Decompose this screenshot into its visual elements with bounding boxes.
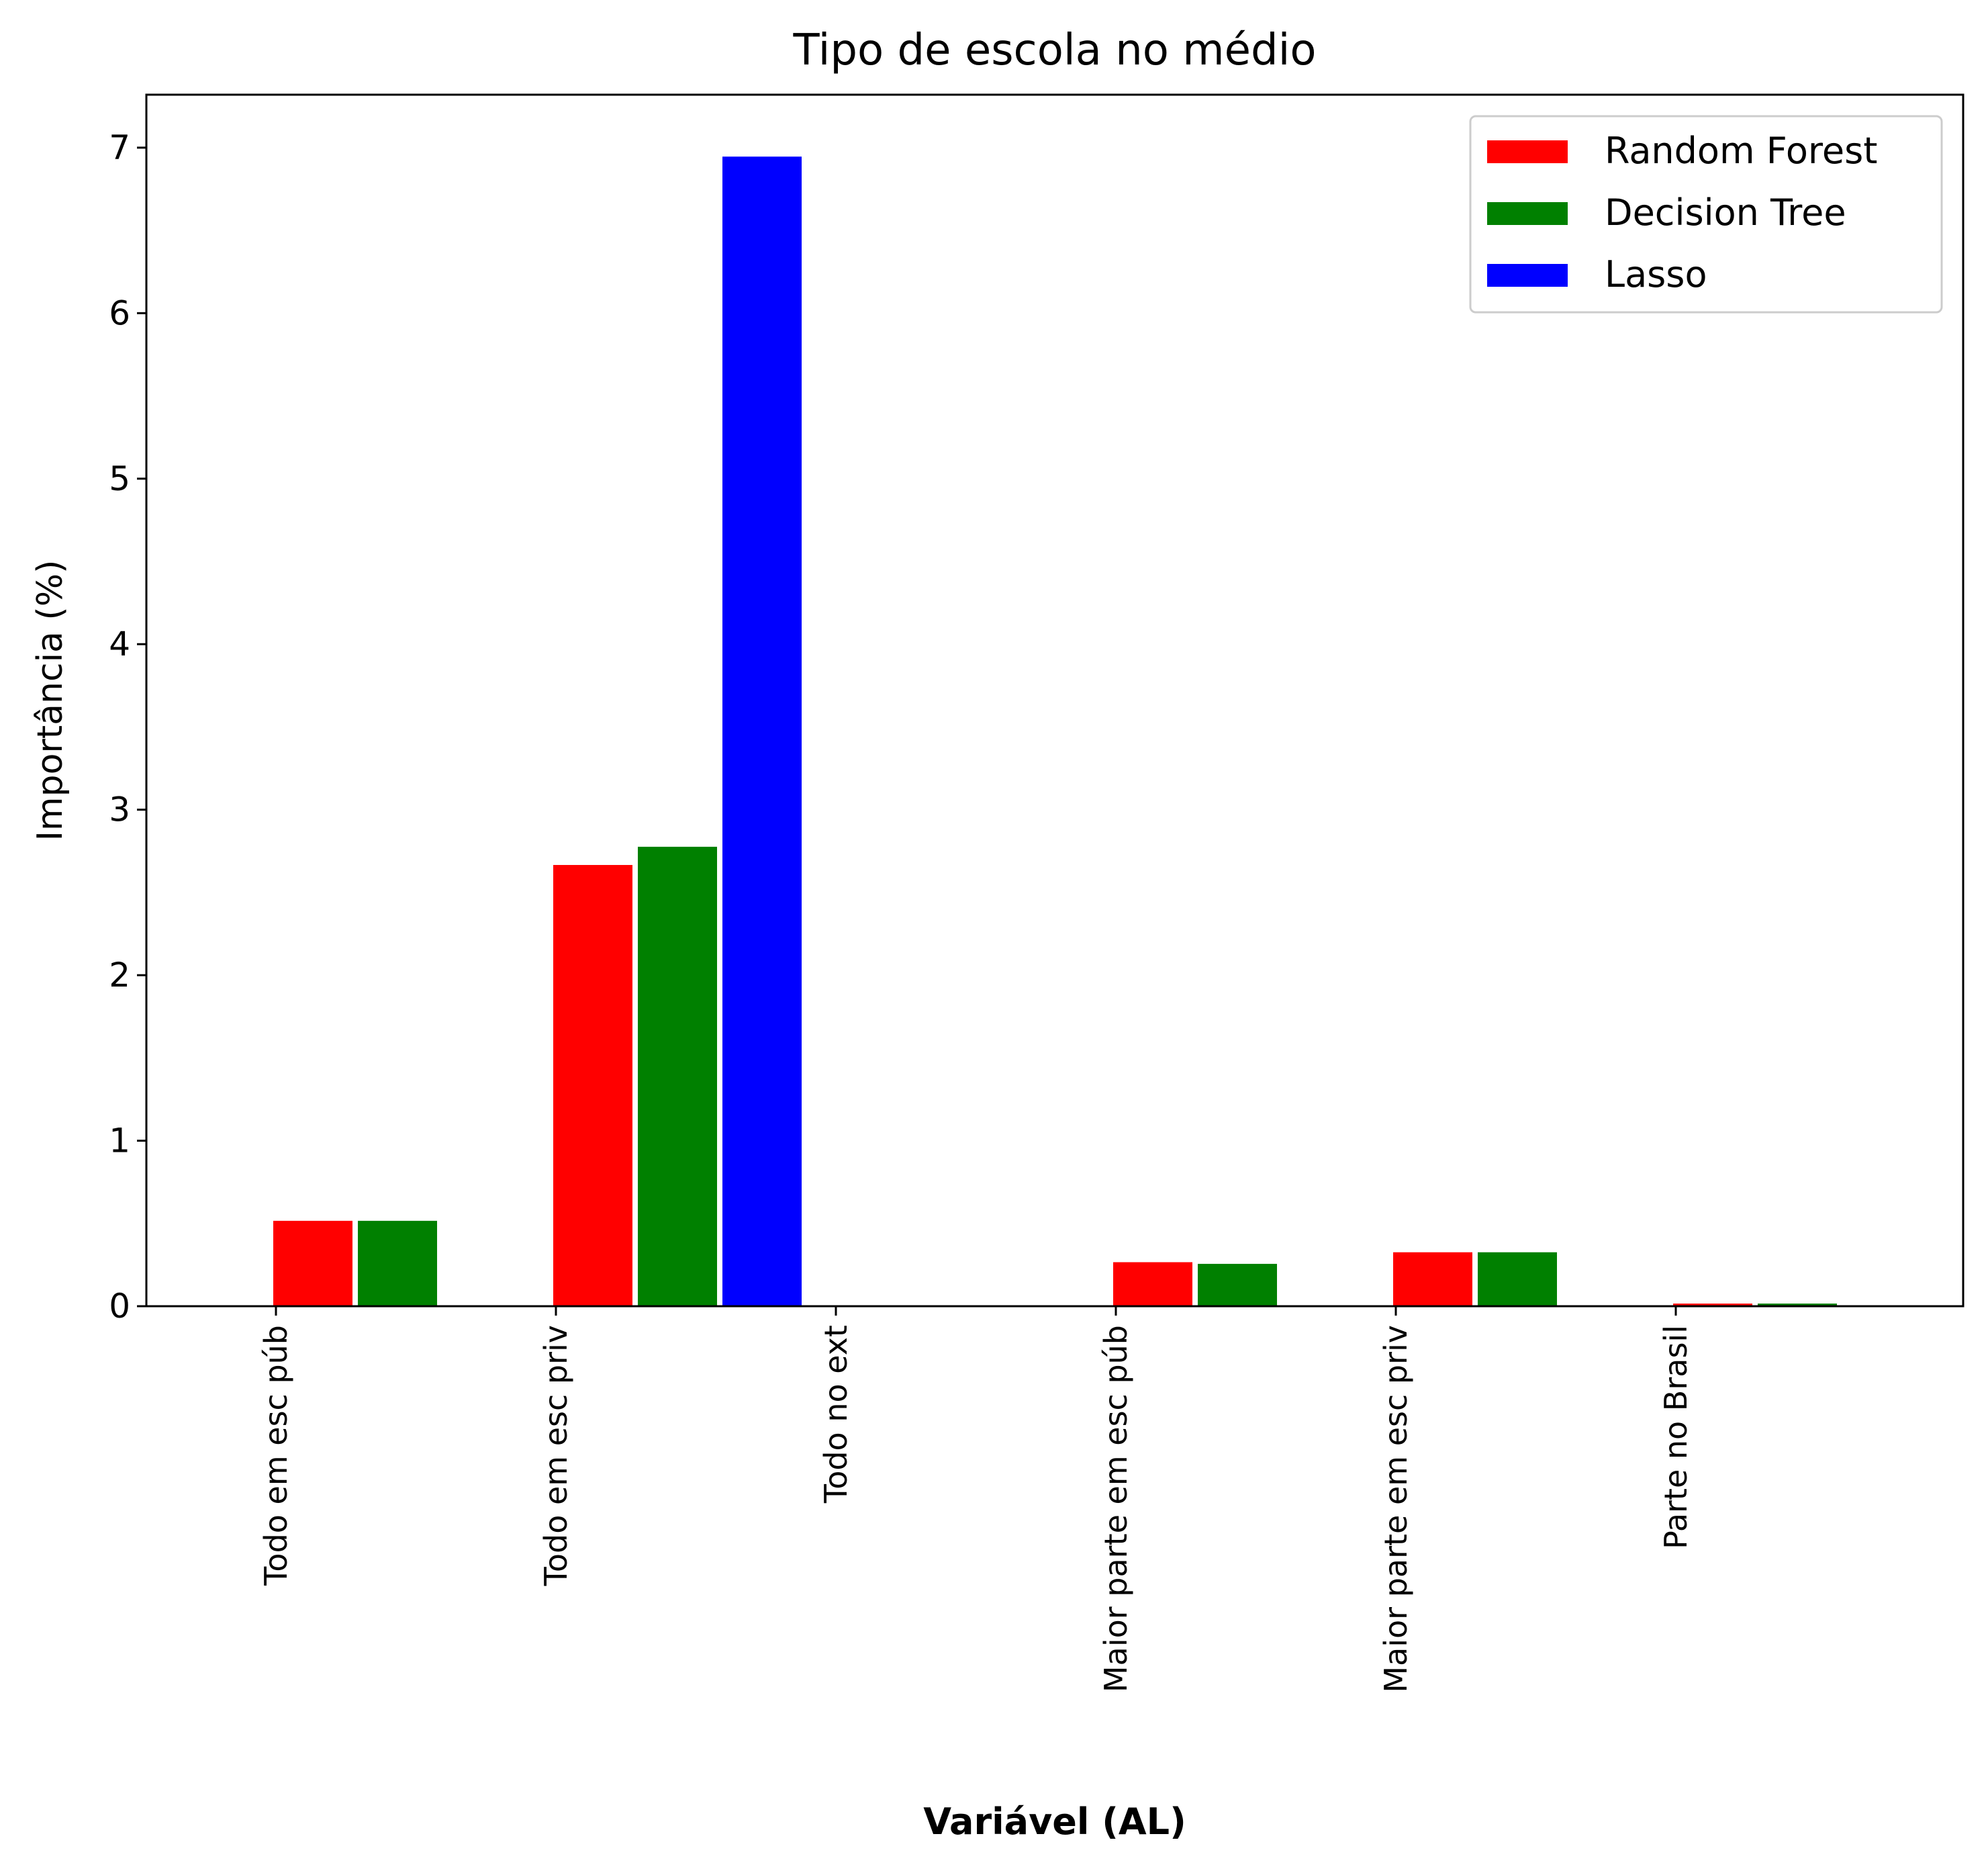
bar-random-forest-3 — [1112, 1261, 1194, 1307]
y-tick-label: 4 — [109, 625, 130, 664]
y-tick-label: 3 — [109, 790, 130, 829]
legend-label: Random Forest — [1605, 130, 1877, 172]
bar-decision-tree-1 — [636, 845, 718, 1307]
chart-title: Tipo de escola no médio — [792, 26, 1316, 75]
bars-group — [272, 155, 1838, 1308]
bar-random-forest-0 — [272, 1219, 354, 1308]
y-tick-label: 2 — [109, 956, 130, 995]
x-tick-label: Todo em esc priv — [538, 1325, 574, 1586]
legend-label: Lasso — [1605, 253, 1707, 295]
plot-frame — [145, 93, 1965, 1308]
bar-decision-tree-4 — [1476, 1250, 1558, 1307]
legend: Random Forest Decision Tree Lasso — [1469, 115, 1943, 314]
bar-decision-tree-3 — [1196, 1262, 1278, 1307]
x-tick-label: Parte no Brasil — [1658, 1325, 1694, 1549]
x-tick-label: Todo no ext — [818, 1325, 854, 1504]
x-axis: Todo em esc púb Todo em esc priv Todo no e… — [258, 1306, 1694, 1693]
y-tick-label: 0 — [109, 1287, 130, 1326]
bar-lasso-1 — [721, 155, 803, 1307]
bar-decision-tree-0 — [357, 1219, 438, 1308]
y-axis-label: Importância (%) — [30, 560, 70, 841]
legend-swatch-random-forest — [1487, 140, 1568, 163]
x-tick-label: Todo em esc púb — [258, 1325, 294, 1586]
legend-frame — [1469, 115, 1943, 314]
y-tick-label: 7 — [109, 128, 130, 167]
bar-random-forest-4 — [1392, 1250, 1474, 1307]
x-tick-label: Maior parte em esc priv — [1378, 1325, 1414, 1693]
legend-label: Decision Tree — [1605, 191, 1846, 234]
legend-swatch-lasso — [1487, 264, 1568, 287]
y-tick-label: 5 — [109, 459, 130, 498]
y-axis: 0 1 2 3 4 5 6 7 — [109, 128, 146, 1326]
bar-random-forest-1 — [552, 863, 634, 1308]
x-tick-label: Maior parte em esc púb — [1098, 1325, 1134, 1692]
x-axis-label: Variável (AL) — [923, 1800, 1186, 1843]
y-tick-label: 6 — [109, 293, 130, 332]
legend-swatch-decision-tree — [1487, 202, 1568, 225]
y-tick-label: 1 — [109, 1122, 130, 1160]
